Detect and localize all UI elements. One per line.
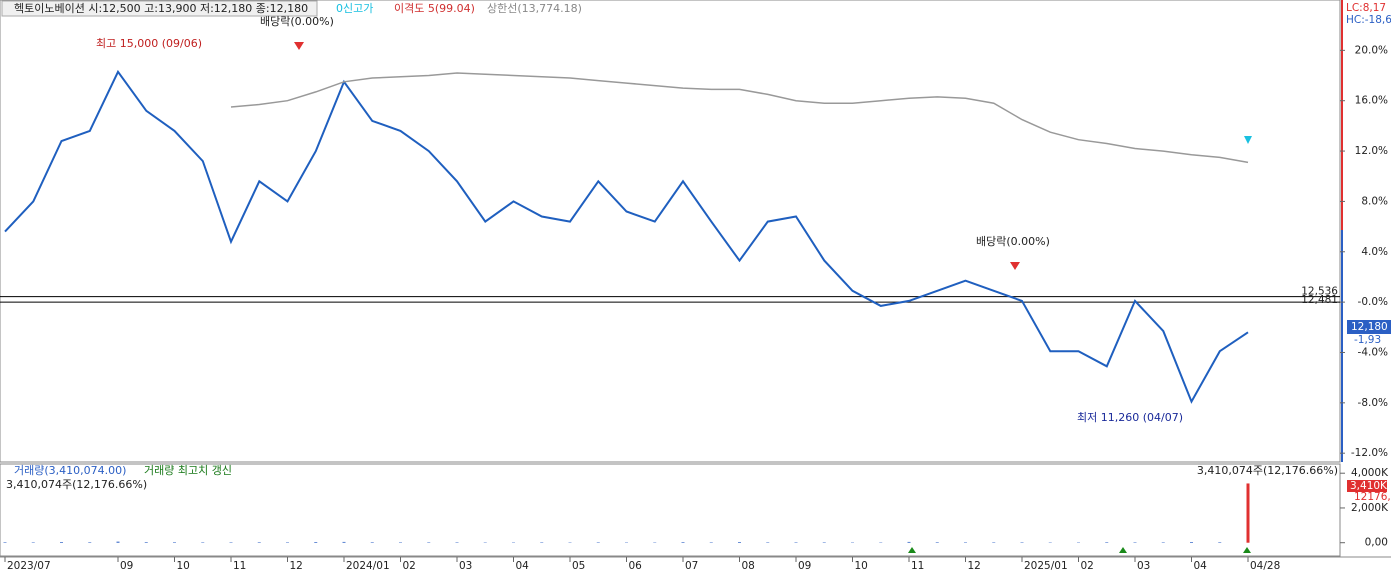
x-tick-label: 2025/01 xyxy=(1024,560,1068,572)
series-line xyxy=(230,72,1249,164)
y-tick-label: 2,000K xyxy=(1351,502,1389,514)
volume-bar xyxy=(907,541,911,543)
y-tick-label: -0.0% xyxy=(1358,296,1388,308)
volume-box-label: 12176, xyxy=(1354,491,1391,503)
x-tick-label: 12 xyxy=(290,560,303,572)
x-tick-label: 02 xyxy=(1081,560,1094,572)
x-tick-label: 04/28 xyxy=(1250,560,1280,572)
volume-bar xyxy=(681,542,685,543)
x-tick-label: 02 xyxy=(403,560,416,572)
x-tick-label: 2023/07 xyxy=(7,560,51,572)
volume-title: 거래량(3,410,074.00) xyxy=(14,464,126,477)
x-tick-label: 04 xyxy=(516,560,530,572)
x-tick-label: 09 xyxy=(798,560,811,572)
y-tick-label: -4.0% xyxy=(1358,346,1388,358)
y-tick-label: 16.0% xyxy=(1355,95,1388,107)
marker xyxy=(1243,547,1251,553)
volume-note: 거래량 최고치 갱신 xyxy=(144,464,232,477)
hc-label: HC:-18,6 xyxy=(1346,14,1391,26)
y-tick-label: 12.0% xyxy=(1355,145,1388,157)
volume-right: 3,410,074주(12,176.66%) xyxy=(1197,464,1338,477)
volume-bar xyxy=(257,542,261,543)
volume-bar xyxy=(1190,542,1193,543)
x-tick-label: 05 xyxy=(572,560,585,572)
volume-box xyxy=(1347,480,1387,492)
h-line-label: 12,481 xyxy=(1301,294,1338,306)
y-tick-label: 4,000K xyxy=(1351,467,1389,479)
annotation: 최고 15,000 (09/06) xyxy=(96,37,202,50)
volume-left: 3,410,074주(12,176.66%) xyxy=(6,478,147,491)
x-tick-label: 2024/01 xyxy=(346,560,390,572)
x-tick-label: 12 xyxy=(968,560,981,572)
header-box xyxy=(1,0,318,17)
volume-bar xyxy=(1218,542,1222,543)
header-tag: 상한선(13,774.18) xyxy=(487,2,582,15)
annotation: 배당락(0.00%) xyxy=(260,15,334,28)
volume-bar xyxy=(144,542,148,543)
y-tick-label: 0,00 xyxy=(1365,537,1388,549)
price-panel xyxy=(0,0,1341,463)
marker xyxy=(1244,136,1252,144)
h-line-label: 12,536 xyxy=(1301,286,1338,298)
arrow xyxy=(1010,262,1020,270)
marker xyxy=(908,547,916,553)
x-tick-label: 10 xyxy=(177,560,190,572)
lc-label: LC:8,17 xyxy=(1346,2,1386,14)
volume-bar xyxy=(88,542,92,543)
volume-bar xyxy=(173,542,176,543)
y-tick-label: 4.0% xyxy=(1361,246,1388,258)
volume-bar xyxy=(342,541,346,543)
volume-bar xyxy=(1105,542,1109,543)
price-box xyxy=(1347,320,1391,334)
x-tick-label: 10 xyxy=(855,560,868,572)
header-tag: 0신고가 xyxy=(336,2,373,15)
volume-panel xyxy=(0,463,1341,557)
volume-bar xyxy=(370,542,374,543)
volume-box-label: 3,410K xyxy=(1350,480,1388,492)
volume-bar xyxy=(935,542,939,543)
x-tick-label: 03 xyxy=(459,560,472,572)
x-tick-label: 06 xyxy=(629,560,643,572)
x-tick-label: 11 xyxy=(911,560,924,572)
last-price: 12,180 xyxy=(1351,321,1388,333)
volume-bar xyxy=(314,542,318,543)
volume-bar xyxy=(1246,483,1250,543)
x-tick-label: 09 xyxy=(120,560,133,572)
annotation: 배당락(0.00%) xyxy=(976,235,1050,248)
marker xyxy=(1119,547,1127,553)
x-tick-label: 07 xyxy=(685,560,698,572)
annotation: 최저 11,260 (04/07) xyxy=(1077,411,1183,424)
header-tag: 이격도 5(99.04) xyxy=(394,2,475,15)
y-tick-label: 8.0% xyxy=(1361,195,1388,207)
volume-bar xyxy=(60,542,63,543)
volume-bar xyxy=(738,542,741,543)
volume-bar xyxy=(116,541,120,543)
x-tick-label: 08 xyxy=(742,560,755,572)
last-change: -1,93 xyxy=(1354,334,1381,346)
volume-bar xyxy=(3,542,7,543)
series-line xyxy=(4,69,1249,404)
y-tick-label: 20.0% xyxy=(1355,44,1388,56)
y-tick-label: -8.0% xyxy=(1358,397,1388,409)
x-tick-label: 11 xyxy=(233,560,246,572)
y-tick-label: -12.0% xyxy=(1351,447,1388,459)
x-tick-label: 04 xyxy=(1194,560,1208,572)
header-title: 헥토이노베이션 시:12,500 고:13,900 저:12,180 종:12,… xyxy=(14,2,308,15)
x-tick-label: 03 xyxy=(1137,560,1150,572)
arrow xyxy=(294,42,304,50)
